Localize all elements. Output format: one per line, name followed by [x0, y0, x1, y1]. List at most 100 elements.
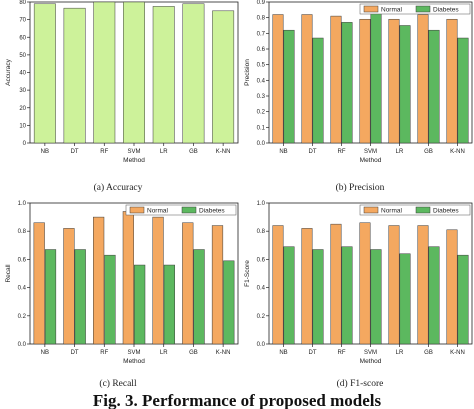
f1-score-bar-normal-gb — [417, 225, 429, 345]
caption-recall: (c) Recall — [99, 378, 137, 389]
recall-bar-diabetes-gb — [193, 249, 205, 345]
f1-score-y-axis-label: F1-Score — [244, 260, 251, 287]
f1-score-x-axis-label: Method — [360, 358, 382, 365]
recall-bar-diabetes-nb — [44, 249, 57, 345]
accuracy-x-tick-label: NB — [41, 149, 49, 155]
f1-score-legend: Normal Diabetes — [359, 204, 471, 216]
accuracy-x-tick-label: K-NN — [216, 149, 231, 155]
precision-legend: Normal Diabetes — [359, 3, 471, 15]
accuracy-y-tick-label: 30 — [19, 88, 26, 94]
f1-score-y-tick-label: 0.6 — [257, 257, 266, 263]
precision-legend-box — [359, 3, 471, 15]
accuracy-y-tick-label: 70 — [19, 18, 26, 24]
f1-score-bar-diabetes-lr — [399, 253, 411, 345]
precision-bar-normal-svm — [359, 18, 371, 144]
precision-y-tick-label: 0.4 — [257, 78, 266, 84]
f1-score-x-tick-label: K-NN — [450, 350, 465, 356]
precision-bar-diabetes-k-nn — [457, 37, 469, 144]
f1-score-y-tick-label: 1.0 — [257, 201, 266, 207]
f1-score-bar-normal-svm — [359, 222, 371, 345]
precision-legend-swatch-normal — [363, 5, 379, 13]
precision-bar-diabetes-nb — [283, 29, 295, 144]
recall-legend-swatch-normal — [129, 206, 145, 214]
f1-score-x-tick-label: RF — [338, 350, 346, 356]
recall-bar-normal-k-nn — [211, 225, 224, 345]
f1-score-x-tick-label: SVM — [364, 350, 377, 356]
precision-bar-normal-k-nn — [446, 18, 458, 144]
caption-precision: (b) Precision — [336, 182, 385, 193]
f1-score-bar-diabetes-dt — [312, 249, 324, 345]
recall-y-tick-label: 0.8 — [18, 229, 27, 235]
recall-legend-label-diabetes: Diabetes — [199, 208, 225, 215]
recall-x-tick-label: RF — [100, 350, 108, 356]
f1-score-bar-normal-lr — [388, 225, 400, 345]
recall-y-tick-label: 0.0 — [18, 342, 27, 348]
precision-y-tick-label: 0.9 — [257, 0, 266, 6]
precision-x-tick-label: GB — [424, 149, 433, 155]
precision-bar-diabetes-rf — [341, 22, 353, 144]
precision-x-axis-label: Method — [360, 157, 382, 164]
precision-y-tick-label: 0.7 — [257, 31, 266, 37]
precision-y-tick-label: 0.3 — [257, 94, 266, 100]
recall-bar-normal-gb — [182, 222, 194, 345]
recall-bar-normal-dt — [63, 228, 75, 345]
f1-score-y-tick-label: 0.2 — [257, 314, 266, 320]
precision-x-tick-label: SVM — [364, 149, 377, 155]
recall-y-tick-label: 0.2 — [18, 314, 27, 320]
figure-title: Fig. 3. Performance of proposed models — [93, 391, 382, 409]
accuracy-bar-dt — [63, 7, 86, 144]
recall-legend: Normal Diabetes — [125, 204, 237, 216]
f1-score-y-tick-label: 0.8 — [257, 229, 266, 235]
caption-f1-score: (d) F1-score — [337, 378, 384, 389]
f1-score-bar-normal-rf — [330, 223, 342, 345]
accuracy-bar-svm — [123, 1, 145, 144]
recall-x-tick-label: GB — [189, 350, 198, 356]
precision-bar-normal-rf — [330, 15, 342, 144]
f1-score-x-tick-label: LR — [396, 350, 404, 356]
accuracy-x-tick-label: GB — [189, 149, 198, 155]
accuracy-y-tick-label: 60 — [19, 35, 26, 41]
accuracy-bar-gb — [182, 3, 205, 144]
precision-y-tick-label: 0.5 — [257, 63, 266, 69]
precision-bar-diabetes-svm — [370, 12, 382, 144]
accuracy-chart: 0 10 20 30 40 50 60 70 80 Accuracy Method NB DT RF SVM… — [5, 0, 239, 164]
recall-bar-normal-lr — [152, 216, 164, 345]
accuracy-y-tick-label: 20 — [19, 106, 26, 112]
f1-score-x-tick-label: NB — [279, 350, 287, 356]
precision-bar-normal-dt — [301, 14, 313, 144]
f1-score-legend-box — [359, 204, 471, 216]
precision-chart: 0.0 0.1 0.2 0.3 0.4 0.5 0.6 0.7 0.8 0.9 Precision M… — [244, 0, 473, 164]
recall-plot-frame — [29, 202, 239, 345]
accuracy-bar-lr — [152, 6, 175, 144]
recall-legend-label-normal: Normal — [147, 208, 169, 215]
f1-score-y-tick-label: 0.0 — [257, 342, 266, 348]
f1-score-bar-diabetes-svm — [370, 249, 382, 345]
accuracy-x-tick-label: LR — [160, 149, 168, 155]
f1-score-bar-diabetes-k-nn — [457, 254, 469, 345]
recall-x-tick-label: K-NN — [216, 350, 231, 356]
precision-legend-swatch-diabetes — [415, 5, 431, 13]
f1-score-y-tick-label: 0.4 — [257, 286, 266, 292]
accuracy-bar-rf — [93, 1, 116, 144]
precision-bar-diabetes-gb — [428, 29, 440, 144]
accuracy-y-tick-label: 0 — [23, 141, 27, 147]
recall-bar-diabetes-svm — [134, 264, 146, 345]
recall-x-tick-label: SVM — [127, 350, 140, 356]
recall-x-tick-label: DT — [71, 350, 79, 356]
f1-score-plot-frame — [268, 202, 473, 345]
f1-score-bar-diabetes-gb — [428, 246, 440, 345]
precision-y-tick-label: 0.1 — [257, 125, 266, 131]
f1-score-bar-diabetes-rf — [341, 246, 353, 345]
recall-x-tick-label: LR — [160, 350, 168, 356]
recall-bar-normal-svm — [122, 211, 134, 345]
accuracy-bar-k-nn — [212, 10, 235, 144]
recall-chart: 0.0 0.2 0.4 0.6 0.8 1.0 Recall Method NB DT RF SVM L… — [5, 201, 239, 365]
accuracy-y-tick-label: 80 — [19, 0, 26, 6]
recall-x-axis-label: Method — [123, 358, 145, 365]
precision-bar-diabetes-lr — [399, 25, 411, 144]
precision-legend-label-normal: Normal — [381, 7, 403, 14]
recall-bar-diabetes-dt — [74, 249, 86, 345]
f1-score-x-tick-label: DT — [309, 350, 317, 356]
accuracy-y-tick-label: 50 — [19, 53, 26, 59]
